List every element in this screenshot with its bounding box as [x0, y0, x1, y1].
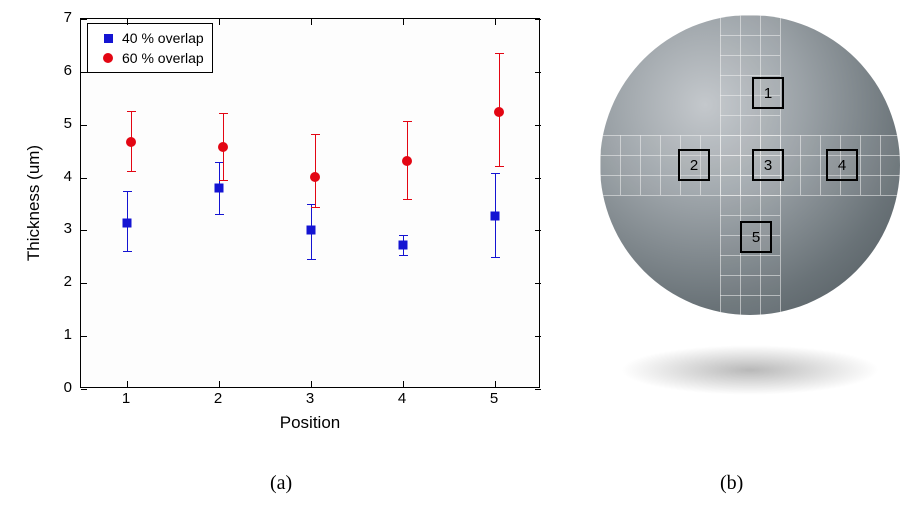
- sublabel-b: (b): [720, 472, 743, 495]
- y-tick-label: 0: [42, 379, 72, 396]
- x-tick-label: 1: [111, 390, 141, 407]
- data-point-square: [123, 218, 132, 227]
- wafer-grid-line: [860, 135, 861, 195]
- y-tick: [535, 230, 541, 231]
- y-tick: [535, 336, 541, 337]
- y-tick: [81, 178, 87, 179]
- y-tick: [81, 283, 87, 284]
- wafer-grid-line: [720, 135, 780, 136]
- wafer-grid-line: [720, 255, 780, 256]
- wafer-disc: 1 2 3 4 5: [600, 15, 900, 315]
- wafer-panel-b: 1 2 3 4 5: [600, 15, 900, 435]
- y-tick: [81, 19, 87, 20]
- y-axis-label-text: Thickness (um): [24, 145, 44, 261]
- y-tick: [81, 336, 87, 337]
- x-tick: [219, 19, 220, 25]
- x-tick: [403, 381, 404, 387]
- y-tick: [81, 72, 87, 73]
- y-tick: [81, 125, 87, 126]
- y-tick-label: 1: [42, 326, 72, 343]
- plot-area: 40 % overlap 60 % overlap: [80, 18, 540, 388]
- wafer-grid-line: [720, 275, 780, 276]
- wafer-position-5: 5: [740, 221, 772, 253]
- x-tick: [311, 19, 312, 25]
- y-tick-label: 5: [42, 115, 72, 132]
- wafer-shadow: [620, 345, 880, 395]
- chart-panel-a: 40 % overlap 60 % overlap Position Thick…: [10, 8, 570, 448]
- wafer-grid-line: [820, 135, 821, 195]
- x-tick-label: 3: [295, 390, 325, 407]
- y-tick: [535, 19, 541, 20]
- wafer-position-4: 4: [826, 149, 858, 181]
- legend-box: 40 % overlap 60 % overlap: [87, 23, 213, 73]
- wafer-grid-line: [720, 115, 780, 116]
- y-tick: [535, 72, 541, 73]
- wafer-grid-line: [720, 15, 780, 16]
- wafer-grid-line: [640, 135, 641, 195]
- data-point-circle: [126, 137, 136, 147]
- wafer-position-2: 2: [678, 149, 710, 181]
- x-tick-label: 5: [479, 390, 509, 407]
- x-tick: [495, 381, 496, 387]
- wafer-grid-line: [720, 215, 780, 216]
- wafer-grid-line: [720, 75, 780, 76]
- legend-item-40pct: 40 % overlap: [94, 28, 204, 48]
- y-tick-label: 2: [42, 273, 72, 290]
- x-tick: [495, 19, 496, 25]
- data-point-square: [399, 241, 408, 250]
- data-point-square: [491, 211, 500, 220]
- x-axis-label: Position: [80, 413, 540, 433]
- data-point-square: [307, 226, 316, 235]
- y-tick: [535, 178, 541, 179]
- wafer-grid-line: [600, 135, 601, 195]
- legend-label-40pct: 40 % overlap: [122, 30, 204, 46]
- figure-container: 40 % overlap 60 % overlap Position Thick…: [0, 0, 923, 516]
- y-tick-label: 3: [42, 220, 72, 237]
- x-tick: [403, 19, 404, 25]
- y-axis-label: Thickness (um): [24, 18, 44, 388]
- x-tick: [311, 381, 312, 387]
- x-tick: [127, 381, 128, 387]
- legend-item-60pct: 60 % overlap: [94, 48, 204, 68]
- wafer-grid-line: [720, 15, 721, 315]
- wafer-position-1: 1: [752, 77, 784, 109]
- x-tick-label: 4: [387, 390, 417, 407]
- data-point-circle: [310, 172, 320, 182]
- legend-marker-circle-red: [94, 53, 122, 63]
- wafer-grid-line: [880, 135, 881, 195]
- y-tick-label: 6: [42, 62, 72, 79]
- y-tick: [535, 389, 541, 390]
- y-tick-label: 7: [42, 9, 72, 26]
- data-point-circle: [494, 107, 504, 117]
- wafer-grid-line: [720, 35, 780, 36]
- wafer-grid-line: [720, 295, 780, 296]
- data-point-square: [215, 184, 224, 193]
- data-point-circle: [218, 142, 228, 152]
- wafer-position-3: 3: [752, 149, 784, 181]
- x-tick: [127, 19, 128, 25]
- wafer-grid-line: [620, 135, 621, 195]
- y-tick: [535, 283, 541, 284]
- legend-marker-square-blue: [94, 34, 122, 43]
- wafer-grid-line: [660, 135, 661, 195]
- wafer-grid-line: [720, 195, 780, 196]
- data-point-circle: [402, 156, 412, 166]
- legend-label-60pct: 60 % overlap: [122, 50, 204, 66]
- y-tick: [81, 389, 87, 390]
- wafer-grid-line: [800, 135, 801, 195]
- x-tick-label: 2: [203, 390, 233, 407]
- wafer-grid-line: [740, 15, 741, 315]
- x-tick: [219, 381, 220, 387]
- y-tick-label: 4: [42, 168, 72, 185]
- y-tick: [81, 230, 87, 231]
- y-tick: [535, 125, 541, 126]
- wafer-grid-line: [720, 55, 780, 56]
- sublabel-a: (a): [270, 472, 292, 495]
